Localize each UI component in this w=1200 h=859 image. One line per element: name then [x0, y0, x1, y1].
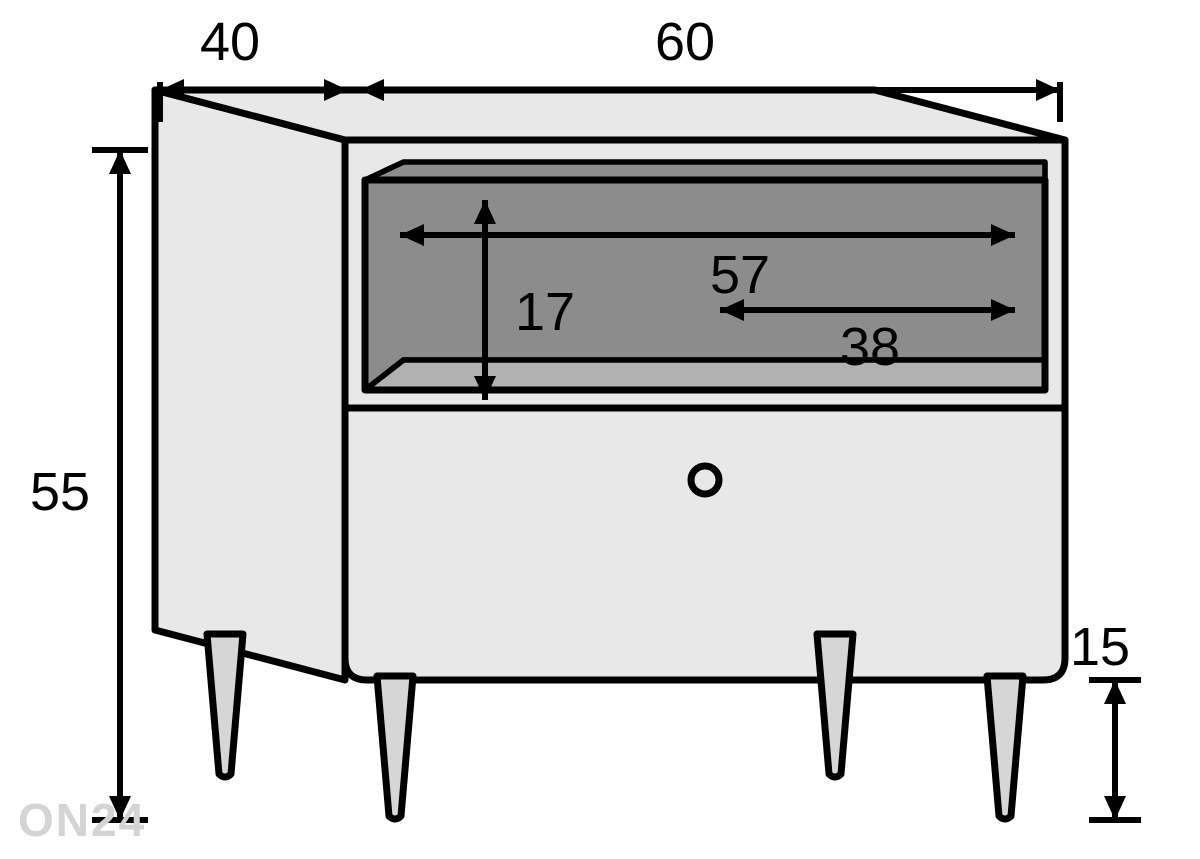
dim-width: 60 [360, 12, 1060, 101]
dim-total-height: 55 [30, 150, 131, 820]
dim-depth: 40 [160, 12, 348, 101]
dim-width-label: 60 [655, 12, 715, 72]
dim-inner-depth-label: 38 [840, 317, 900, 377]
watermark-text: ON24 [18, 793, 146, 847]
dim-leg-height: 15 [1070, 617, 1130, 820]
shelf-cavity [365, 162, 1045, 390]
dim-inner-width-label: 57 [710, 245, 770, 305]
furniture-dimension-diagram: 40 60 57 38 17 55 15 [0, 0, 1200, 859]
dim-inner-height-label: 17 [515, 282, 575, 342]
dim-total-height-label: 55 [30, 462, 90, 522]
dim-depth-label: 40 [200, 12, 260, 72]
dim-leg-height-label: 15 [1070, 617, 1130, 677]
diagram-stage: 40 60 57 38 17 55 15 ON24 [0, 0, 1200, 859]
